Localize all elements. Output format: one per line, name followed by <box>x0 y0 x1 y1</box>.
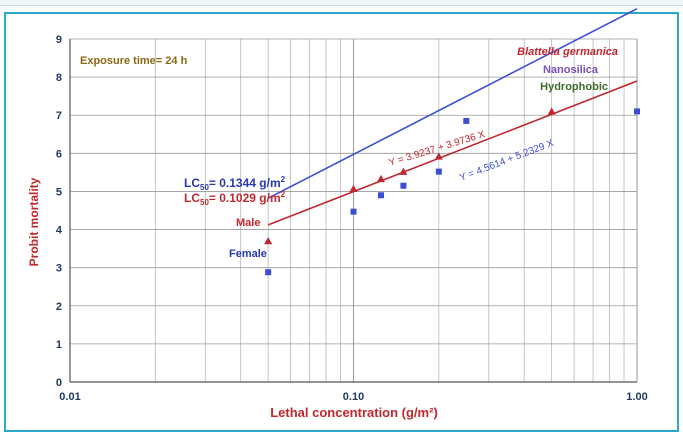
x-axis-label: Lethal concentration (g/m²) <box>270 405 438 420</box>
axes <box>69 39 637 383</box>
y-tick-label: 6 <box>56 148 62 160</box>
y-tick-label: 4 <box>56 225 63 237</box>
female-data-point <box>265 269 272 276</box>
type-label: Hydrophobic <box>540 81 608 93</box>
chart-panel <box>4 12 679 432</box>
x-tick-label: 1.00 <box>626 391 647 403</box>
male-data-point <box>399 167 408 175</box>
male-data-point <box>434 152 443 160</box>
female-data-point <box>350 208 357 215</box>
lc50-female-prefix: LC <box>184 176 200 190</box>
y-tick-label: 8 <box>56 72 62 84</box>
x-tick-label: 0.10 <box>343 391 364 403</box>
y-tick-label: 5 <box>56 186 62 198</box>
y-tick-label: 3 <box>56 263 62 275</box>
y-tick-label: 2 <box>56 301 62 313</box>
female-data-point <box>435 168 442 175</box>
female-fit-line <box>267 8 638 199</box>
female-data-point <box>400 182 407 189</box>
lc50-female-sup: 2 <box>281 175 286 184</box>
y-axis-label: Probit mortality <box>27 177 41 266</box>
lc50-male-prefix: LC <box>184 191 200 205</box>
female-data-point <box>377 192 384 199</box>
y-tick-label: 0 <box>56 377 62 389</box>
lc50-male-value: = 0.1029 g/m <box>209 191 281 205</box>
male-fit-equation: Y = 3.9237 + 3.9736 X <box>388 129 487 169</box>
lc50-female-value: = 0.1344 g/m <box>209 176 281 190</box>
fit-lines <box>267 8 638 226</box>
male-data-point <box>264 236 273 245</box>
female-data-point <box>463 117 470 124</box>
top-strip <box>0 0 683 6</box>
lc50-male-sub: 50 <box>200 198 209 207</box>
x-tick-label: 0.01 <box>59 391 80 403</box>
male-fit-line <box>267 80 638 226</box>
tick-labels: 0 1 2 3 4 5 6 7 8 9 0.01 0.10 1.00 <box>56 34 648 403</box>
female-series-label: Female <box>229 248 267 260</box>
female-data-point <box>634 108 640 115</box>
lc50-male-sup: 2 <box>281 190 286 199</box>
lc50-male-text: LC50= 0.1029 g/m2 <box>184 190 286 207</box>
species-label: Blattella germanica <box>517 46 618 58</box>
male-data-point <box>349 184 358 192</box>
y-tick-label: 7 <box>56 110 62 122</box>
material-label: Nanosilica <box>543 64 599 76</box>
y-tick-label: 9 <box>56 34 62 46</box>
male-data-point <box>547 107 556 115</box>
data-points <box>264 107 640 276</box>
lc50-female-text: LC50= 0.1344 g/m2 <box>184 175 286 192</box>
y-tick-label: 1 <box>56 339 62 351</box>
male-data-point <box>376 174 385 183</box>
male-series-label: Male <box>236 217 260 229</box>
lc50-female-sub: 50 <box>200 183 209 192</box>
exposure-annotation: Exposure time= 24 h <box>80 55 188 67</box>
